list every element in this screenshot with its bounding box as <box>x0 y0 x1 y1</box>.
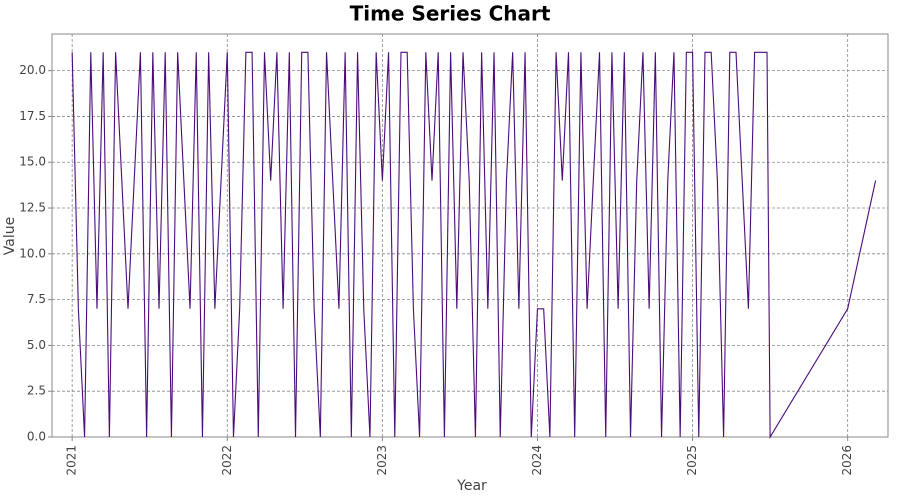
x-tick-label: 2023 <box>375 445 389 476</box>
data-line <box>71 51 877 439</box>
chart-title: Time Series Chart <box>350 2 551 26</box>
y-tick-label: 7.5 <box>27 292 46 306</box>
x-tick-label: 2025 <box>685 445 699 476</box>
x-tick-label: 2022 <box>220 445 234 476</box>
y-tick-label: 20.0 <box>19 63 46 77</box>
x-tick-label: 2026 <box>840 445 854 476</box>
x-tick-label: 2024 <box>530 445 544 476</box>
y-tick-label: 15.0 <box>19 155 46 169</box>
y-tick-label: 17.5 <box>19 109 46 123</box>
x-tick-label: 2021 <box>65 445 79 476</box>
y-tick-label: 2.5 <box>27 384 46 398</box>
y-tick-label: 0.0 <box>27 430 46 444</box>
y-axis-label: Value <box>2 217 18 255</box>
y-tick-label: 10.0 <box>19 246 46 260</box>
y-tick-label: 5.0 <box>27 338 46 352</box>
x-axis-label: Year <box>456 478 487 494</box>
y-tick-label: 12.5 <box>19 201 46 215</box>
